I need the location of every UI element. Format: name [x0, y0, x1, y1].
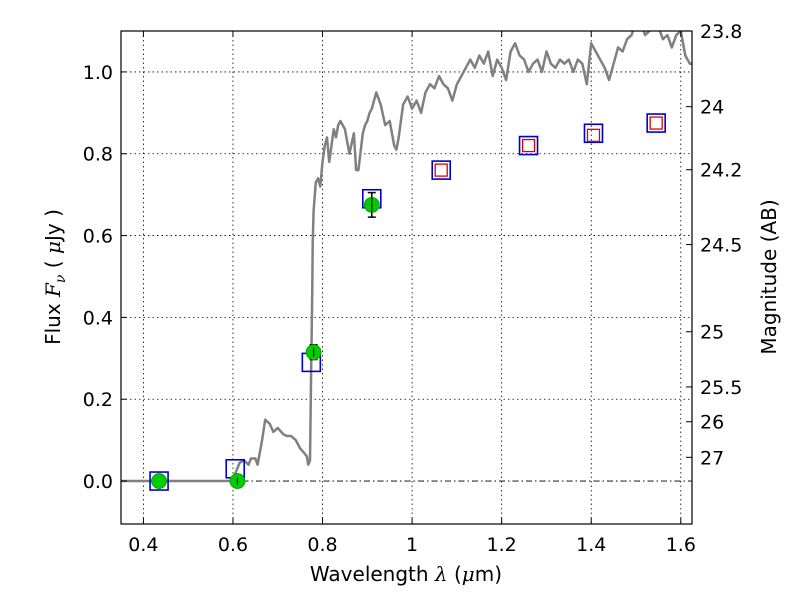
right-tick-label: 25.5	[700, 377, 742, 399]
x-tick-label: 1.2	[487, 534, 517, 556]
x-label-post1: (	[448, 562, 462, 586]
right-axis-label: Magnitude (AB)	[757, 199, 781, 354]
right-tick-label: 26	[700, 412, 724, 434]
y-label-post: (	[41, 254, 65, 275]
predicted-flux-square	[649, 116, 663, 130]
model-photometry-square	[518, 135, 539, 156]
y-tick-label: 0.6	[83, 226, 113, 248]
model-photometry-square	[149, 471, 169, 491]
x-label-mu: μ	[462, 562, 475, 586]
y-tick-label: 1.0	[83, 62, 113, 84]
right-tick-label: 24.5	[700, 235, 742, 257]
y-tick-label: 0.4	[83, 307, 113, 329]
y-label-mu: μ	[41, 241, 65, 254]
predicted-flux-square	[434, 163, 448, 177]
x-axis-label: Wavelength λ (μm)	[310, 562, 502, 586]
y-label-unit: Jy )	[41, 209, 65, 243]
x-tick-label: 1.4	[576, 534, 606, 556]
x-label-pre: Wavelength	[310, 562, 435, 586]
ticks-layer: 0.4 0.6 0.8 1 1.2 1.4 1.6 0.0 0.2 0.4 0.6 0.8 1.0 23.…	[83, 21, 743, 556]
y-label-symbol: F	[41, 282, 65, 298]
predicted-flux-square	[586, 128, 601, 142]
y-label-pre: Flux	[41, 297, 65, 345]
predicted-flux-square	[521, 138, 536, 153]
y-axis-label: Flux Fν ( μJy )	[41, 209, 69, 345]
x-label-symbol: λ	[434, 562, 448, 586]
x-tick-label: 0.6	[218, 534, 248, 556]
grid-layer	[121, 31, 692, 524]
x-label-post2: m)	[475, 562, 502, 586]
y-tick-label: 0.0	[83, 471, 113, 493]
y-tick-label: 0.2	[83, 389, 113, 411]
observed-flux-point	[151, 473, 167, 489]
x-tick-label: 1.6	[666, 534, 696, 556]
right-tick-label: 23.8	[700, 21, 742, 43]
model-photometry-square	[646, 113, 666, 133]
plot-frame	[120, 30, 693, 525]
right-tick-label: 27	[700, 447, 724, 469]
x-tick-label: 1	[406, 534, 418, 556]
right-tick-label: 24.2	[700, 160, 742, 182]
marker-layer	[149, 113, 666, 491]
y-tick-label: 0.8	[83, 144, 113, 166]
x-tick-label: 0.8	[307, 534, 337, 556]
x-tick-label: 0.4	[128, 534, 158, 556]
y-label-subscript: ν	[53, 274, 69, 283]
right-tick-label: 25	[700, 322, 724, 344]
model-spectrum-line	[121, 31, 692, 483]
right-tick-label: 24	[700, 97, 724, 119]
spectrum-layer	[121, 31, 692, 483]
model-photometry-square	[583, 123, 604, 144]
model-photometry-square	[431, 160, 452, 180]
